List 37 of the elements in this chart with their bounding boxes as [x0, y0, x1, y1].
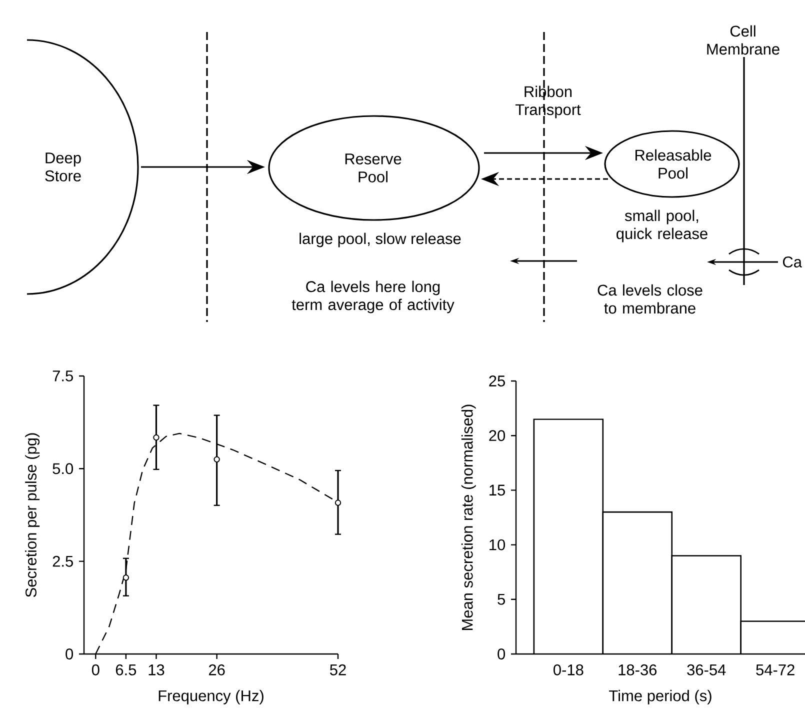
y-tick-label: 0	[498, 648, 506, 660]
y-axis-title: Mean secretion rate (normalised)	[461, 404, 476, 630]
point	[334, 500, 342, 506]
y-tick-label: 25	[489, 376, 505, 386]
x-tick-label: 52	[330, 664, 346, 676]
text: Reserve Pool	[345, 154, 402, 182]
y-tick-label: 0	[66, 648, 74, 660]
x-tick-label: 6.5	[116, 664, 136, 676]
text: Ca	[782, 256, 802, 268]
x-tick-label: 0	[92, 664, 100, 676]
text: large pool, slow release	[300, 232, 461, 248]
text: Deep Store	[45, 152, 81, 182]
point	[122, 574, 130, 581]
x-tick-label: 26	[208, 664, 225, 676]
y-tick-label: 10	[490, 539, 506, 550]
text: Ribbon Transport	[515, 86, 581, 118]
y-tick-label: 15	[490, 484, 505, 496]
y-tick-label: 7.5	[52, 370, 73, 382]
point	[153, 434, 160, 441]
y-axis-title: Secretion per pulse (pg)	[25, 433, 40, 598]
point	[214, 456, 220, 462]
x-tick-label: 36-54	[687, 664, 726, 676]
x-tick-label: 0-18	[554, 664, 584, 676]
y-tick-label: 20	[489, 430, 506, 442]
x-tick-label: 54-72	[756, 664, 794, 676]
text: Ca levels here long term average of activity	[292, 280, 454, 314]
text: Ca levels close to membrane	[598, 284, 702, 314]
text: small pool, quick release	[616, 210, 708, 242]
text: Cell Membrane	[707, 25, 780, 55]
y-tick-label: 5.0	[52, 463, 74, 474]
y-tick-label: 5	[498, 594, 505, 605]
y-tick-label: 2.5	[52, 556, 73, 567]
x-axis-title: Time period (s)	[609, 690, 712, 704]
text: Releasable Pool	[636, 149, 712, 179]
x-tick-label: 13	[148, 664, 164, 676]
x-tick-label: 18-36	[618, 664, 657, 676]
x-axis-title: Frequency (Hz)	[158, 690, 264, 704]
